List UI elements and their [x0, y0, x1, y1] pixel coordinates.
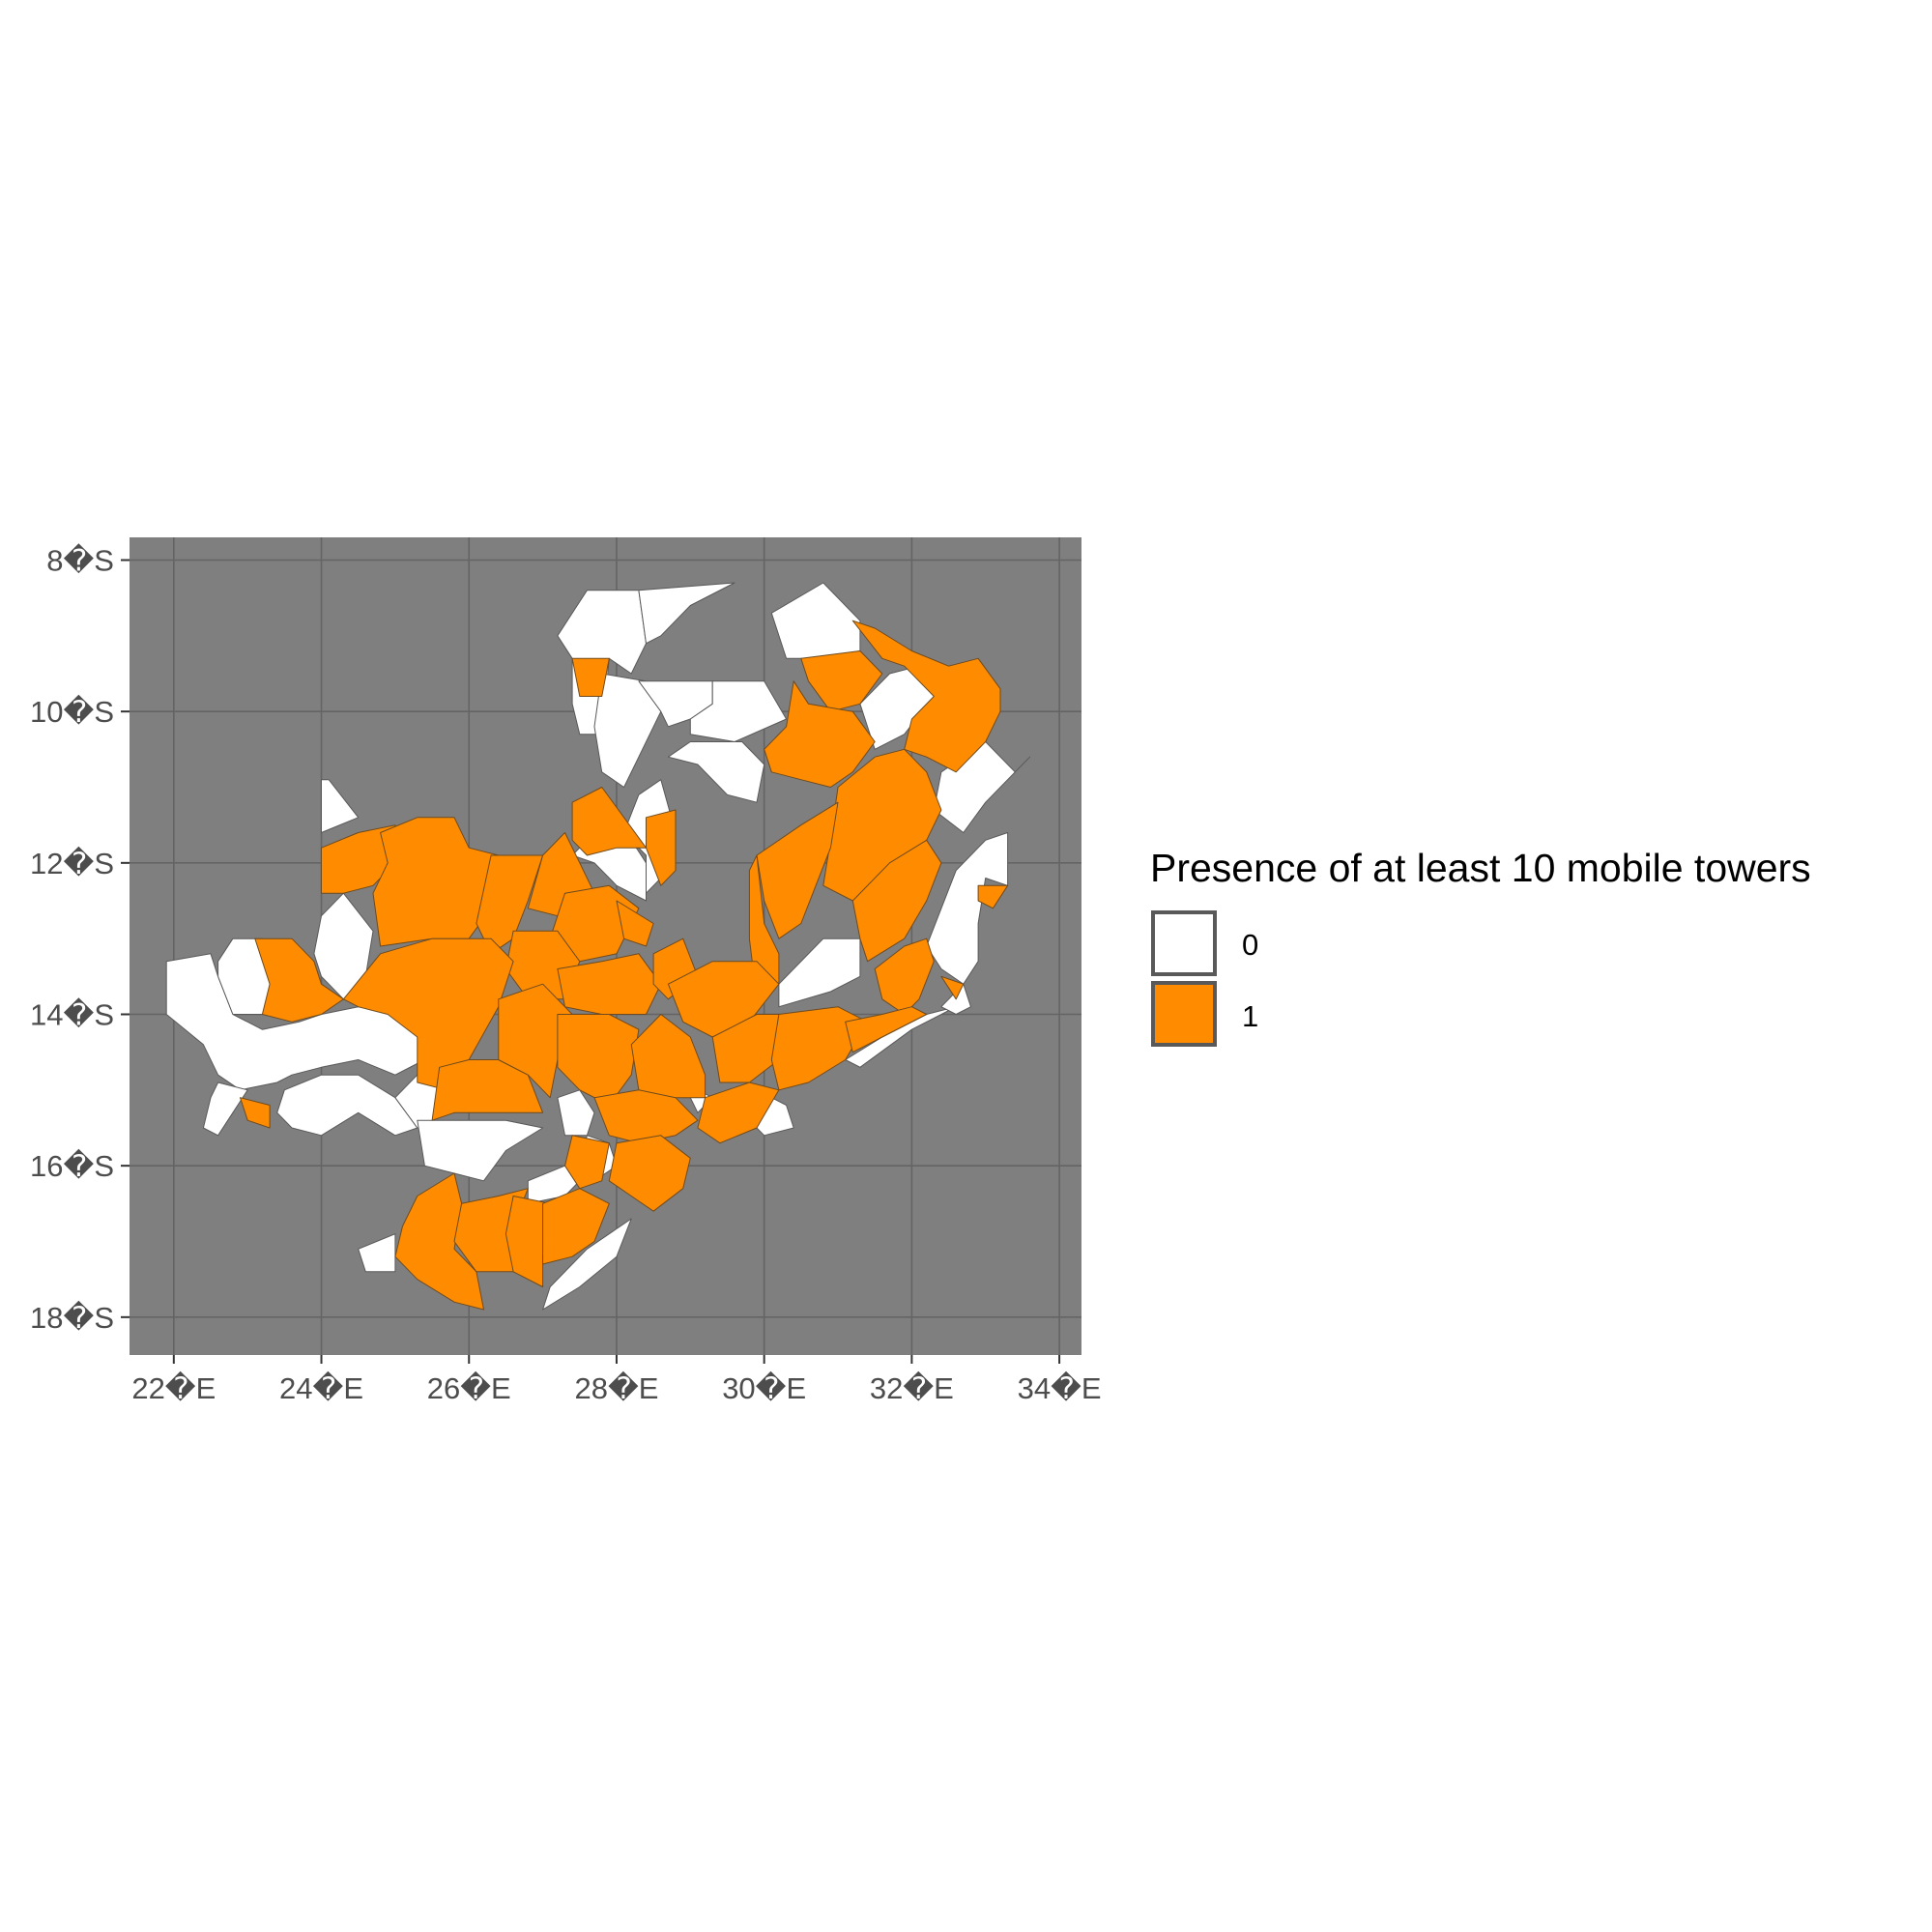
- district-region-50: [616, 900, 654, 947]
- district-region-1: [638, 582, 735, 645]
- y-tick-label: 10�S: [30, 694, 114, 729]
- district-region-52: [557, 953, 662, 1015]
- y-tick-label: 18�S: [30, 1300, 114, 1335]
- legend-key-1: [1151, 981, 1217, 1047]
- district-region-24: [417, 1119, 544, 1182]
- district-region-20: [202, 1081, 248, 1137]
- district-region-32: [800, 650, 883, 712]
- district-region-39: [874, 937, 935, 1015]
- district-region-21: [276, 1074, 418, 1137]
- district-region-62: [770, 1006, 869, 1091]
- y-tick-label: 14�S: [30, 997, 114, 1032]
- district-region-54: [254, 937, 344, 1023]
- x-tick-label: 30�E: [722, 1370, 806, 1405]
- district-polygons: [165, 582, 1031, 1311]
- district-region-34: [764, 680, 876, 788]
- district-region-41: [940, 975, 965, 1000]
- district-region-69: [394, 1172, 484, 1311]
- district-region-67: [564, 1135, 610, 1190]
- district-region-58: [557, 1014, 640, 1106]
- district-region-44: [646, 809, 677, 886]
- x-tick-label: 32�E: [870, 1370, 954, 1405]
- district-region-11: [1014, 756, 1031, 773]
- district-region-25: [358, 1233, 396, 1273]
- district-region-47: [476, 854, 544, 955]
- y-tick-label: 16�S: [30, 1148, 114, 1183]
- legend-label-1: 1: [1242, 999, 1258, 1033]
- district-region-63: [845, 1006, 928, 1053]
- district-region-66: [608, 1135, 691, 1212]
- x-tick-label: 34�E: [1018, 1370, 1102, 1405]
- y-tick-label: 8�S: [46, 543, 114, 578]
- district-region-68: [240, 1097, 271, 1129]
- district-region-16: [321, 779, 360, 833]
- legend-key-0: [1151, 910, 1217, 976]
- legend: Presence of at least 10 mobile towers 0 …: [1150, 846, 1811, 1047]
- x-tick-label: 22�E: [131, 1370, 216, 1405]
- x-tick-label: 26�E: [427, 1370, 511, 1405]
- x-tick-label: 28�E: [574, 1370, 658, 1405]
- district-region-12: [926, 832, 1009, 985]
- legend-title: Presence of at least 10 mobile towers: [1150, 846, 1811, 890]
- district-region-43: [571, 787, 647, 856]
- y-axis: 8�S 10�S 12�S 14�S 16�S 18�S: [30, 543, 130, 1335]
- district-region-6: [667, 741, 765, 803]
- district-region-65: [593, 1089, 699, 1144]
- district-region-56: [431, 1059, 544, 1121]
- district-region-27: [542, 1218, 632, 1311]
- district-region-42: [571, 657, 610, 697]
- district-region-13: [778, 937, 861, 1008]
- district-region-36: [756, 801, 839, 939]
- x-axis: 22�E 24�E 26�E 28�E 30�E 32�E 34�E: [131, 1355, 1102, 1405]
- district-region-37: [851, 839, 942, 963]
- district-region-57: [498, 983, 573, 1099]
- district-region-4: [689, 680, 788, 742]
- x-tick-label: 24�E: [279, 1370, 363, 1405]
- y-tick-label: 12�S: [30, 846, 114, 880]
- district-region-40: [977, 884, 1009, 909]
- legend-label-0: 0: [1242, 928, 1258, 962]
- district-region-33: [851, 620, 1001, 773]
- district-region-72: [542, 1188, 610, 1265]
- district-region-64: [697, 1081, 780, 1144]
- district-region-28: [557, 1089, 595, 1137]
